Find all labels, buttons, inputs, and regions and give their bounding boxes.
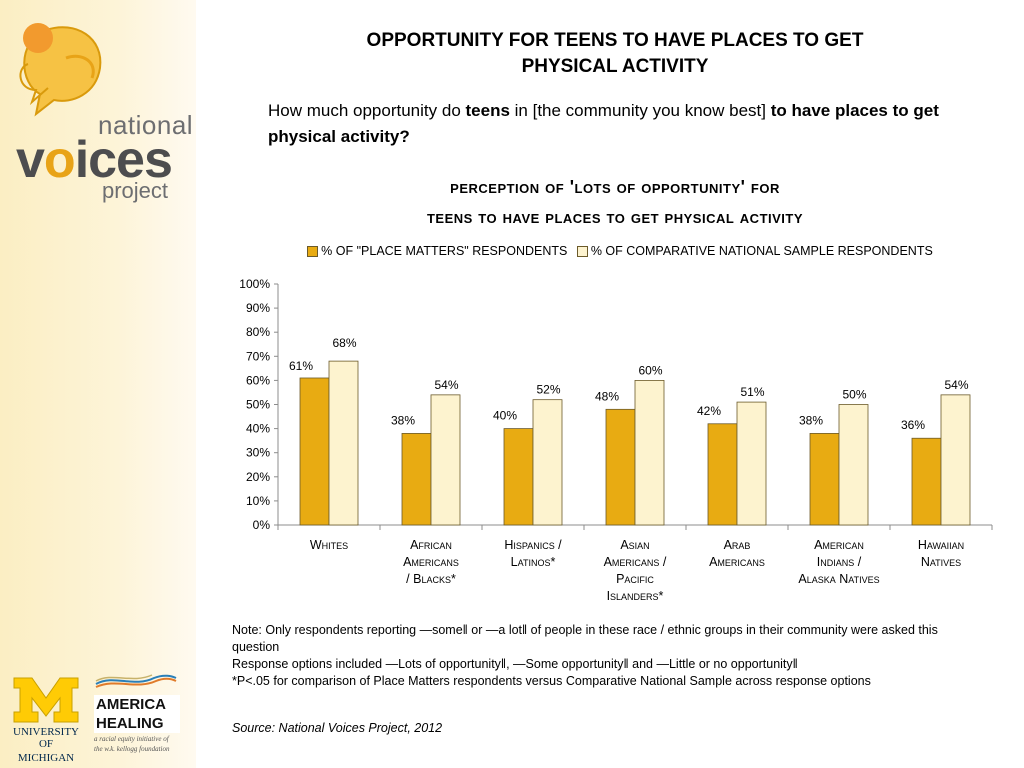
data-label-place-matters: 38% xyxy=(391,413,415,427)
logo-national-text: national xyxy=(98,110,194,140)
bar-chart: 0% 10% 20% 30% 40% 50% 60% 70% 80% 90% 100% 61% 68% W… xyxy=(239,277,993,603)
y-tick-label: 10% xyxy=(246,494,270,508)
x-category-label: Islanders* xyxy=(607,589,664,603)
bar-national-sample xyxy=(940,394,971,526)
survey-question: How much opportunity do teens in [the co… xyxy=(268,98,948,150)
page-title: OPPORTUNITY FOR TEENS TO HAVE PLACES TO … xyxy=(300,28,930,80)
data-label-place-matters: 61% xyxy=(289,359,313,373)
legend-swatch-national-sample xyxy=(576,245,588,257)
chart-legend: % OF "PLACE MATTERS" RESPONDENTS % OF CO… xyxy=(240,244,1000,260)
data-label-national-sample: 54% xyxy=(434,378,458,392)
x-category-label: Americans / xyxy=(604,555,667,569)
logo-voices-v: v xyxy=(16,131,45,189)
data-label-national-sample: 60% xyxy=(638,363,662,377)
y-tick-label: 70% xyxy=(246,349,270,363)
bar-place-matters xyxy=(503,428,534,526)
question-bold1: teens xyxy=(465,101,510,120)
x-category-label: American xyxy=(814,538,864,552)
chart-title-line1: perception of 'lots of opportunity' for xyxy=(450,177,780,197)
note-line3: *P<.05 for comparison of Place Matters r… xyxy=(232,674,871,688)
x-category-label: Americans xyxy=(709,555,765,569)
x-category-label: Pacific xyxy=(616,572,654,586)
source-citation: Source: National Voices Project, 2012 xyxy=(232,721,443,735)
x-category-label: Americans xyxy=(403,555,459,569)
x-category-label: Latinos* xyxy=(511,555,556,569)
data-label-place-matters: 42% xyxy=(697,404,721,418)
y-tick-label: 40% xyxy=(246,422,270,436)
x-category-label: Whites xyxy=(310,538,348,552)
data-label-place-matters: 38% xyxy=(799,413,823,427)
bar-national-sample xyxy=(430,394,461,526)
y-tick-label: 0% xyxy=(253,518,271,532)
y-tick-label: 50% xyxy=(246,398,270,412)
bar-place-matters xyxy=(299,377,330,526)
bar-national-sample xyxy=(838,404,869,526)
legend-label-national-sample: % OF COMPARATIVE NATIONAL SAMPLE RESPOND… xyxy=(590,244,933,258)
bar-national-sample xyxy=(532,399,563,526)
chart-title: perception of 'lots of opportunity' for … xyxy=(330,172,900,232)
block-m-icon xyxy=(13,677,79,723)
logo-voices-rest: ices xyxy=(74,131,173,189)
bar-place-matters xyxy=(911,437,942,526)
data-label-place-matters: 36% xyxy=(901,418,925,432)
chart-notes: Note: Only respondents reporting —some‖ … xyxy=(232,622,972,690)
umich-line2: MICHIGAN xyxy=(17,752,75,764)
america-healing-line1: AMERICA xyxy=(94,695,180,714)
data-label-national-sample: 54% xyxy=(944,378,968,392)
page-title-line2: PHYSICAL ACTIVITY xyxy=(521,56,709,77)
note-line2: Response options included —Lots of oppor… xyxy=(232,657,798,671)
chart-title-line2: teens to have places to get physical act… xyxy=(426,207,804,227)
speech-bubbles-icon xyxy=(19,23,102,117)
note-line1: Note: Only respondents reporting —some‖ … xyxy=(232,623,938,654)
america-healing-logo: AMERICA HEALING a racial equity initiati… xyxy=(94,672,180,753)
x-category-label: Natives xyxy=(921,555,961,569)
x-category-label: Alaska Natives xyxy=(798,572,879,586)
y-tick-label: 90% xyxy=(246,301,270,315)
question-part2: in [the community you know best] xyxy=(509,101,771,120)
data-label-national-sample: 52% xyxy=(536,383,560,397)
question-bold2: to have places to get physical activity? xyxy=(268,101,939,146)
legend-item-national-sample: % OF COMPARATIVE NATIONAL SAMPLE RESPOND… xyxy=(576,244,933,258)
sidebar: national voices project UNIVERSITY OF MI… xyxy=(0,0,196,768)
bar-national-sample xyxy=(328,360,359,526)
x-category-label: Indians / xyxy=(817,555,862,569)
data-label-place-matters: 40% xyxy=(493,409,517,423)
x-category-label: Asian xyxy=(620,538,649,552)
y-tick-label: 60% xyxy=(246,373,270,387)
y-tick-label: 100% xyxy=(239,277,270,291)
y-tick-label: 30% xyxy=(246,446,270,460)
data-label-place-matters: 48% xyxy=(595,389,619,403)
bar-place-matters xyxy=(401,433,432,526)
y-tick-label: 80% xyxy=(246,325,270,339)
x-category-label: African xyxy=(410,538,452,552)
umich-line1: UNIVERSITY OF xyxy=(13,726,79,750)
waves-icon xyxy=(95,674,177,688)
x-category-label: Arab xyxy=(724,538,751,552)
data-label-national-sample: 68% xyxy=(332,336,356,350)
logo-voices-text: voices xyxy=(16,130,173,190)
bar-place-matters xyxy=(809,433,840,526)
bar-place-matters xyxy=(605,408,636,526)
america-healing-tagline-2: the w.k. kellogg foundation xyxy=(94,745,170,753)
y-tick-label: 20% xyxy=(246,470,270,484)
bar-national-sample xyxy=(736,401,767,526)
america-healing-line2: HEALING xyxy=(94,714,180,733)
bar-place-matters xyxy=(707,423,738,526)
america-healing-tagline-1: a racial equity initiative of xyxy=(94,735,169,743)
bar-national-sample xyxy=(634,380,665,526)
data-label-national-sample: 50% xyxy=(842,388,866,402)
logo-project-text: project xyxy=(102,178,169,203)
logo-voices-o: o xyxy=(43,131,76,189)
university-of-michigan-logo: UNIVERSITY OF MICHIGAN xyxy=(8,676,84,764)
national-voices-logo: national voices project xyxy=(6,18,194,208)
x-category-label: Hispanics / xyxy=(504,538,562,552)
x-category-label: / Blacks* xyxy=(406,572,456,586)
legend-item-place-matters: % OF "PLACE MATTERS" RESPONDENTS xyxy=(307,244,567,258)
page-title-line1: OPPORTUNITY FOR TEENS TO HAVE PLACES TO … xyxy=(366,30,864,51)
data-label-national-sample: 51% xyxy=(740,385,764,399)
legend-label-place-matters: % OF "PLACE MATTERS" RESPONDENTS xyxy=(321,244,568,258)
x-category-label: Hawaiian xyxy=(918,538,964,552)
question-part1: How much opportunity do xyxy=(268,101,466,120)
legend-swatch-place-matters xyxy=(307,245,319,257)
